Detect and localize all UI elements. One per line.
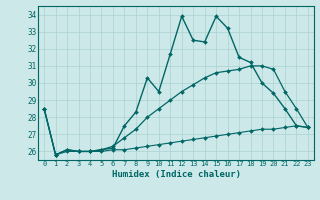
X-axis label: Humidex (Indice chaleur): Humidex (Indice chaleur): [111, 170, 241, 179]
